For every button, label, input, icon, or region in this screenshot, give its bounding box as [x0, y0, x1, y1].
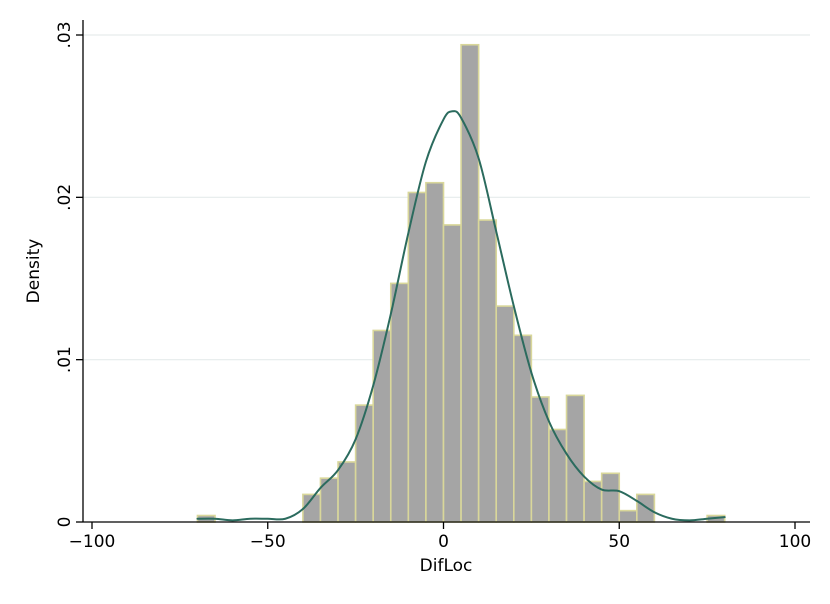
histogram-bar-23 [600, 472, 621, 523]
x-tick-label-4: 100 [779, 532, 811, 552]
histogram-bar-13 [425, 181, 445, 523]
histogram-bar-25 [636, 493, 656, 523]
histogram-bar-12 [407, 191, 427, 523]
histogram-bar-11 [389, 282, 410, 523]
histogram-bar-14 [442, 224, 462, 523]
histogram-bars [196, 43, 726, 523]
histogram-bar-8 [337, 461, 357, 523]
histogram-bar-24 [618, 509, 638, 523]
histogram-bar-15 [460, 43, 480, 523]
histogram-bar-17 [495, 305, 515, 523]
y-tick-label-0: 0 [55, 517, 75, 528]
x-tick-label-3: 50 [608, 532, 630, 552]
axes: −100 −50 0 50 100 0 .01 .02 .03 [55, 20, 811, 552]
density-curve-layer [196, 110, 726, 522]
histogram-bar-10 [372, 329, 392, 523]
histogram-bar-20 [548, 428, 568, 523]
x-axis-label: DifLoc [420, 556, 473, 576]
y-tick-label-2: .02 [55, 184, 75, 211]
density-curve [196, 110, 726, 522]
histogram-bar-9 [354, 404, 375, 523]
y-axis-label: Density [24, 239, 44, 304]
y-tick-label-3: .03 [55, 21, 75, 48]
histogram-bar-16 [477, 219, 498, 523]
x-tick-label-0: −100 [69, 532, 116, 552]
x-tick-label-2: 0 [438, 532, 449, 552]
x-tick-label-1: −50 [250, 532, 286, 552]
y-tick-label-1: .01 [55, 346, 75, 373]
